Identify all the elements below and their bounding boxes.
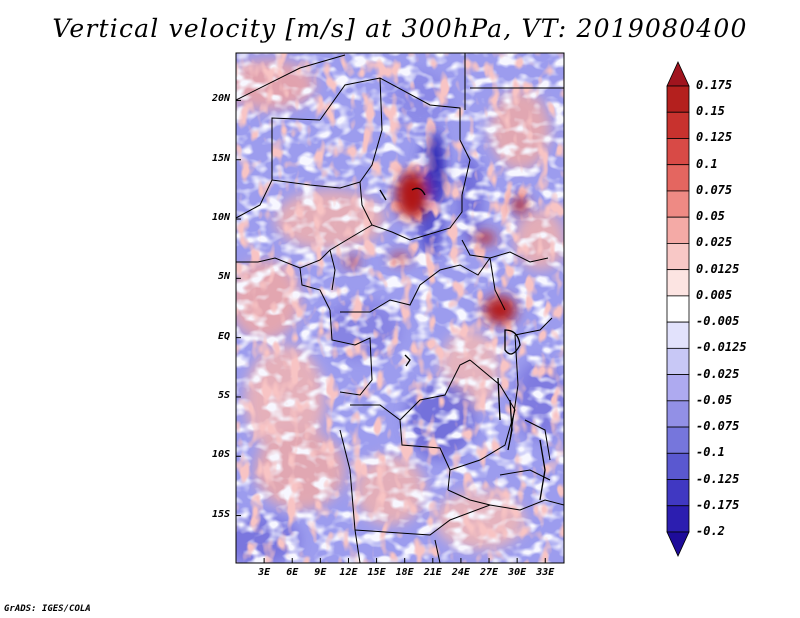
ascent-east-africa-core	[484, 296, 516, 324]
lat-label: 5S	[217, 389, 230, 401]
colorbar-label: 0.005	[696, 287, 733, 302]
lon-label: 3E	[258, 567, 271, 578]
colorbar-swatch	[666, 190, 690, 218]
colorbar-swatch	[666, 505, 690, 533]
lon-label: 15E	[367, 567, 386, 578]
colorbar-label: -0.025	[696, 366, 740, 381]
colorbar-swatch	[666, 111, 690, 139]
colorbar-swatch	[666, 138, 690, 166]
colorbar-label: -0.075	[696, 419, 740, 434]
lon-label: 27E	[479, 567, 499, 578]
lat-label: 5N	[217, 271, 230, 283]
colorbar-label: 0.175	[696, 78, 733, 92]
colorbar-swatch	[666, 61, 690, 87]
colorbar-label: -0.005	[696, 314, 740, 329]
colorbar-swatch	[666, 452, 690, 480]
ascent-ethiopia-core	[513, 196, 527, 214]
colorbar-swatch	[666, 479, 690, 507]
descent-band-core	[429, 130, 443, 200]
colorbar-swatch	[666, 295, 690, 323]
lon-label: 18E	[395, 567, 414, 578]
colorbar-label: 0.15	[696, 104, 725, 119]
colorbar-swatch	[666, 531, 690, 557]
colorbar-swatch	[666, 164, 690, 192]
colorbar-swatch	[666, 269, 690, 297]
colorbar-label: 0.05	[696, 209, 725, 224]
lat-label: 15S	[211, 508, 230, 520]
colorbar-swatch	[666, 85, 690, 113]
map-title: Vertical velocity [m/s] at 300hPa, VT: 2…	[52, 14, 748, 43]
lon-label: 9E	[314, 567, 327, 578]
lat-label: 20N	[211, 93, 230, 105]
colorbar-swatch	[666, 374, 690, 402]
grads-credit: GrADS: IGES/COLA	[4, 604, 91, 614]
colorbar-label: 0.1	[696, 156, 718, 171]
colorbar-swatch	[666, 243, 690, 271]
colorbar-label: -0.05	[696, 392, 733, 407]
colorbar-label: 0.075	[696, 182, 733, 197]
colorbar-label: -0.1	[696, 445, 725, 460]
velocity-field	[236, 53, 564, 563]
colorbar-label: -0.0125	[696, 340, 747, 355]
lat-label: 15N	[211, 152, 230, 164]
lakes	[379, 187, 546, 501]
colorbar-swatch	[666, 400, 690, 428]
strong-ascent-core	[396, 171, 428, 219]
colorbar-label: 0.0125	[696, 261, 740, 276]
colorbar-swatch	[666, 321, 690, 349]
lon-label: 6E	[286, 567, 299, 578]
colorbar-label: -0.2	[696, 524, 725, 538]
country-borders	[236, 53, 564, 563]
lon-label: 30E	[508, 567, 527, 578]
lon-label: 21E	[423, 567, 442, 578]
map-frame	[235, 52, 565, 564]
colorbar-label: 0.125	[696, 130, 733, 145]
colorbar-swatch	[666, 347, 690, 375]
colorbar-label: -0.125	[696, 471, 740, 486]
colorbar-label: 0.025	[696, 235, 733, 250]
colorbar-label: -0.175	[696, 497, 740, 512]
axis-ticks	[236, 99, 546, 563]
lat-label: 10S	[211, 449, 230, 461]
lon-label: 12E	[339, 567, 358, 578]
lon-label: 33E	[536, 567, 555, 578]
colorbar-swatch	[666, 426, 690, 454]
lon-label: 24E	[451, 567, 470, 578]
colorbar-swatch	[666, 216, 690, 244]
lat-label: 10N	[211, 212, 230, 224]
lat-label: EQ	[217, 330, 230, 342]
